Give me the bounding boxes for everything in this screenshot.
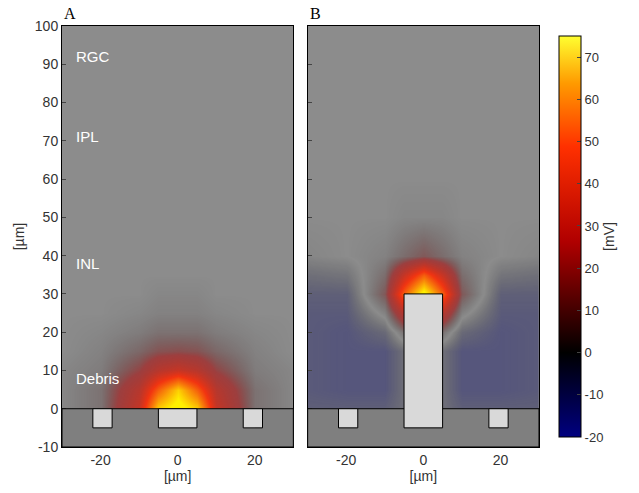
svg-text:0: 0 — [174, 452, 182, 468]
svg-text:70: 70 — [43, 133, 59, 149]
svg-text:Debris: Debris — [76, 370, 119, 387]
svg-text:60: 60 — [43, 171, 59, 187]
svg-text:30: 30 — [585, 219, 599, 234]
svg-text:0: 0 — [419, 452, 427, 468]
svg-text:-10: -10 — [585, 387, 604, 402]
svg-text:70: 70 — [585, 50, 599, 65]
svg-text:90: 90 — [43, 56, 59, 72]
svg-text:A: A — [64, 5, 76, 22]
svg-text:-20: -20 — [90, 452, 110, 468]
svg-text:20: 20 — [493, 452, 509, 468]
svg-text:-20: -20 — [585, 430, 604, 445]
svg-text:RGC: RGC — [76, 48, 110, 65]
svg-text:IPL: IPL — [76, 128, 99, 145]
svg-text:-10: -10 — [38, 439, 58, 455]
svg-text:30: 30 — [43, 286, 59, 302]
svg-text:[µm]: [µm] — [11, 223, 27, 251]
svg-text:20: 20 — [43, 324, 59, 340]
svg-text:[µm]: [µm] — [410, 468, 438, 484]
svg-text:INL: INL — [76, 255, 99, 272]
svg-text:0: 0 — [585, 345, 592, 360]
svg-text:[µm]: [µm] — [164, 468, 192, 484]
svg-text:40: 40 — [585, 176, 599, 191]
svg-text:[mV]: [mV] — [601, 222, 617, 251]
svg-text:40: 40 — [43, 248, 59, 264]
svg-text:20: 20 — [247, 452, 263, 468]
svg-text:50: 50 — [43, 209, 59, 225]
svg-text:10: 10 — [43, 362, 59, 378]
svg-text:100: 100 — [35, 18, 59, 34]
svg-text:50: 50 — [585, 134, 599, 149]
svg-text:20: 20 — [585, 261, 599, 276]
svg-text:0: 0 — [50, 401, 58, 417]
svg-text:80: 80 — [43, 94, 59, 110]
svg-text:-20: -20 — [336, 452, 356, 468]
svg-text:10: 10 — [585, 303, 599, 318]
svg-text:B: B — [310, 5, 321, 22]
svg-text:60: 60 — [585, 92, 599, 107]
